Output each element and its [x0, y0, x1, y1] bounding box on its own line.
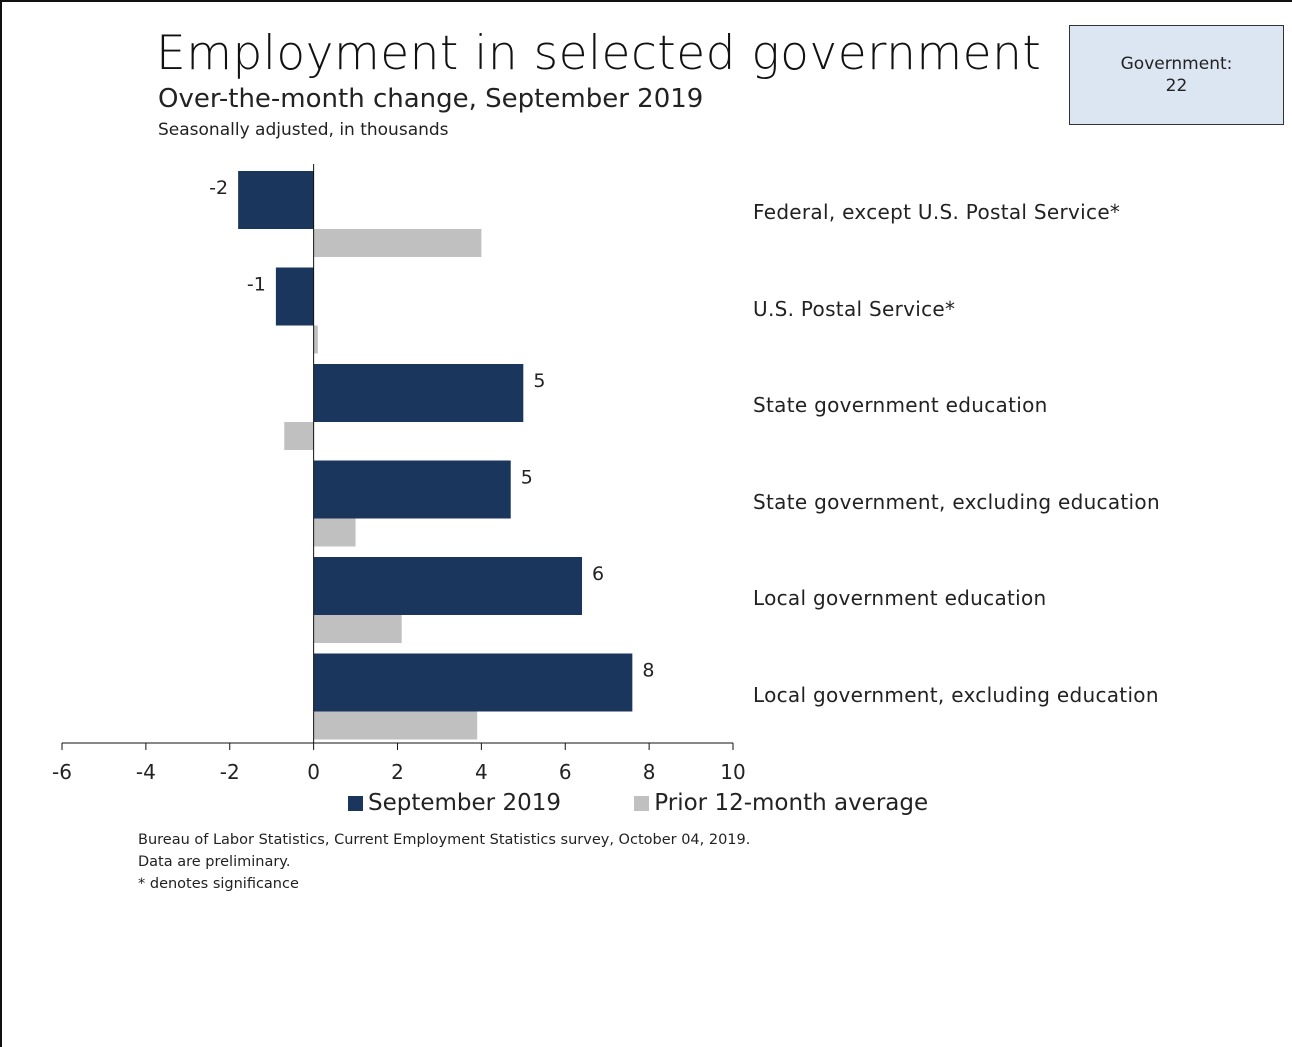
x-tick-label-4: 2 — [391, 760, 404, 784]
source-line-2: Data are preliminary. — [138, 854, 291, 870]
x-tick-label-8: 10 — [720, 760, 745, 784]
chart-title: Employment in selected government — [156, 26, 1042, 81]
legend: September 2019 Prior 12-month average — [348, 790, 994, 817]
bar-september-3 — [313, 460, 511, 519]
category-label-4: Local government education — [753, 586, 1047, 610]
category-label-1: U.S. Postal Service* — [753, 296, 956, 321]
x-tick-label-7: 8 — [643, 760, 656, 784]
x-tick-label-2: -2 — [220, 760, 240, 784]
data-label-september-0: -2 — [209, 177, 228, 199]
legend-swatch-september — [348, 795, 363, 811]
bar-prior-4 — [313, 615, 402, 643]
bar-september-4 — [313, 557, 583, 615]
total-callout: Government: 22 — [1069, 25, 1284, 125]
category-label-0: Federal, except U.S. Postal Service* — [753, 200, 1121, 224]
x-tick-label-3: 0 — [307, 760, 320, 784]
callout-label: Government: — [1120, 54, 1233, 74]
legend-item-september: September 2019 — [348, 790, 561, 816]
x-tick-label-6: 6 — [559, 760, 572, 784]
x-tick-label-0: -6 — [52, 760, 72, 784]
chart-subtitle: Over-the-month change, September 2019 — [158, 84, 704, 114]
data-label-september-4: 6 — [592, 563, 604, 585]
data-label-september-5: 8 — [642, 660, 654, 682]
x-tick-label-5: 4 — [475, 760, 488, 784]
bar-september-1 — [275, 267, 314, 326]
data-label-september-2: 5 — [533, 370, 545, 392]
source-line-1: Bureau of Labor Statistics, Current Empl… — [138, 832, 751, 848]
bar-chart: -2 -1 5 5 6 8 -6 -4 -2 0 2 4 6 8 10 — [52, 164, 746, 784]
bar-prior-5 — [313, 711, 478, 740]
source-line-3: * denotes significance — [138, 876, 299, 892]
bar-prior-3 — [313, 518, 356, 547]
category-label-2: State government education — [753, 393, 1048, 417]
legend-label-prior: Prior 12-month average — [654, 790, 929, 816]
bar-prior-0 — [313, 229, 482, 257]
bar-prior-1 — [313, 325, 318, 354]
legend-item-prior: Prior 12-month average — [634, 790, 928, 816]
legend-label-september: September 2019 — [368, 790, 561, 816]
data-label-september-3: 5 — [521, 467, 533, 489]
bar-prior-2 — [284, 422, 314, 450]
callout-value: 22 — [1165, 76, 1188, 96]
category-label-3: State government, excluding education — [753, 489, 1160, 514]
category-label-5: Local government, excluding education — [753, 682, 1159, 707]
legend-swatch-prior — [634, 795, 650, 811]
bar-september-5 — [313, 653, 633, 712]
bar-september-2 — [313, 364, 524, 422]
bar-september-0 — [238, 171, 314, 229]
source-note: Bureau of Labor Statistics, Current Empl… — [138, 829, 750, 895]
data-label-september-1: -1 — [247, 274, 266, 296]
units-note: Seasonally adjusted, in thousands — [158, 120, 449, 140]
x-tick-label-1: -4 — [136, 760, 156, 784]
